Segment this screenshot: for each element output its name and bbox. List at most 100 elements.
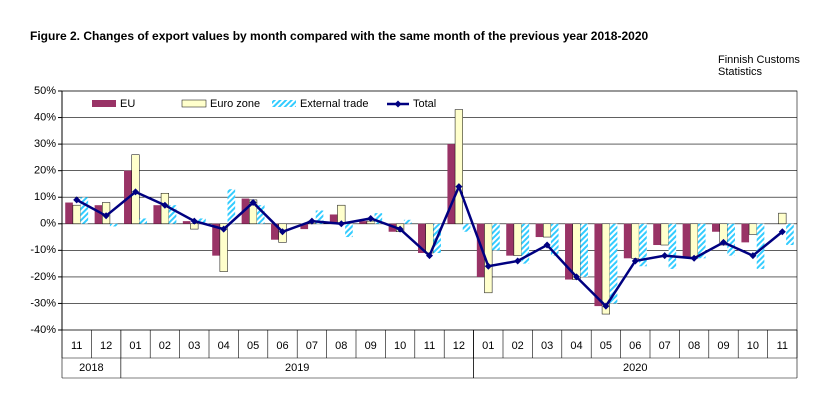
bar xyxy=(492,223,500,251)
bar xyxy=(139,218,147,224)
bar xyxy=(572,223,581,280)
bar xyxy=(580,223,588,277)
point xyxy=(161,201,169,209)
bar xyxy=(550,223,559,256)
bar xyxy=(153,205,162,224)
y-tick-label: -10% xyxy=(30,244,56,256)
x-tick-label: 07 xyxy=(659,340,671,352)
y-tick-label: -40% xyxy=(30,324,56,336)
x-tick-label: 05 xyxy=(247,340,259,352)
x-tick-label: 02 xyxy=(512,340,524,352)
bar xyxy=(241,198,250,224)
x-tick-label: 10 xyxy=(394,340,406,352)
point xyxy=(220,225,228,233)
legend-swatch xyxy=(272,100,296,107)
x-tick-label: 08 xyxy=(335,340,347,352)
bar xyxy=(300,223,309,230)
point xyxy=(778,228,786,236)
bar xyxy=(513,223,522,256)
bar xyxy=(109,223,118,227)
bar xyxy=(756,223,765,269)
bar xyxy=(374,213,383,224)
legend-marker xyxy=(394,100,402,108)
point xyxy=(514,257,522,265)
legend-label: Total xyxy=(413,98,436,110)
bar xyxy=(668,223,677,269)
point xyxy=(132,188,139,196)
x-tick-label: 01 xyxy=(129,340,141,352)
x-tick-label: 12 xyxy=(100,340,112,352)
bar xyxy=(329,214,338,224)
point xyxy=(455,183,463,191)
bar xyxy=(168,205,177,224)
bar xyxy=(609,223,618,304)
source-note: Finnish Customs xyxy=(718,54,800,66)
bar xyxy=(94,205,103,224)
x-tick-label: 12 xyxy=(453,340,465,352)
bar xyxy=(741,223,750,243)
x-tick-label: 03 xyxy=(188,340,200,352)
point xyxy=(690,254,698,262)
year-label: 2018 xyxy=(79,362,103,374)
bar xyxy=(80,197,89,224)
point xyxy=(484,262,492,270)
x-tick-label: 05 xyxy=(600,340,612,352)
point xyxy=(661,252,669,260)
bar xyxy=(271,223,279,240)
bar xyxy=(697,223,706,259)
point xyxy=(102,212,110,220)
bar xyxy=(359,221,367,224)
x-tick-label: 06 xyxy=(276,340,288,352)
point xyxy=(367,214,375,222)
bar xyxy=(653,223,661,246)
bar xyxy=(748,223,757,235)
point xyxy=(396,225,404,233)
legend-label: EU xyxy=(120,98,135,110)
bar xyxy=(778,212,787,225)
y-tick-label: 10% xyxy=(34,191,56,203)
bar xyxy=(462,223,471,232)
point xyxy=(279,228,286,236)
bar xyxy=(682,223,691,259)
legend-label: Euro zone xyxy=(210,98,260,110)
x-tick-label: 02 xyxy=(159,340,171,352)
point xyxy=(308,217,316,225)
x-tick-label: 11 xyxy=(424,340,435,352)
point xyxy=(631,257,639,265)
bar xyxy=(535,223,544,238)
x-tick-label: 06 xyxy=(629,340,641,352)
bar xyxy=(565,223,573,280)
x-tick-label: 11 xyxy=(777,340,788,352)
bar xyxy=(727,223,735,256)
bar xyxy=(594,223,603,307)
bar xyxy=(388,223,397,232)
bar xyxy=(506,223,514,256)
x-tick-label: 04 xyxy=(218,340,230,352)
point xyxy=(190,217,198,225)
point xyxy=(602,302,610,310)
x-tick-label: 04 xyxy=(570,340,582,352)
bar xyxy=(212,223,220,256)
year-label: 2020 xyxy=(623,362,647,374)
bar xyxy=(521,223,530,264)
bar xyxy=(712,223,720,232)
point xyxy=(249,199,257,207)
bar xyxy=(227,189,236,224)
y-tick-label: 40% xyxy=(34,111,56,123)
x-tick-label: 09 xyxy=(365,340,377,352)
x-tick-label: 03 xyxy=(541,340,553,352)
point xyxy=(749,252,757,260)
bar xyxy=(623,223,632,259)
bar xyxy=(631,223,640,259)
point xyxy=(73,196,81,204)
point xyxy=(337,220,345,228)
x-tick-label: 11 xyxy=(71,340,82,352)
plot-frame xyxy=(61,90,798,331)
bar xyxy=(660,223,669,246)
bar xyxy=(786,223,794,246)
y-tick-label: -20% xyxy=(30,271,56,283)
bar xyxy=(418,223,426,253)
bar xyxy=(315,210,324,224)
bar xyxy=(198,218,206,224)
